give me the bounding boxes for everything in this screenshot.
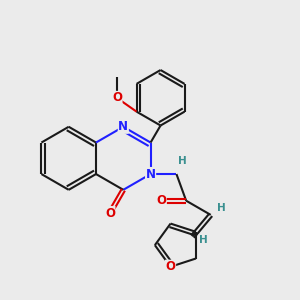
Text: O: O: [112, 92, 122, 104]
Text: O: O: [156, 194, 166, 207]
Text: O: O: [105, 206, 115, 220]
Text: N: N: [146, 168, 156, 181]
Text: H: H: [217, 202, 226, 213]
Text: H: H: [199, 235, 208, 245]
Text: H: H: [178, 156, 187, 167]
Text: O: O: [166, 260, 176, 273]
Text: N: N: [118, 120, 128, 133]
